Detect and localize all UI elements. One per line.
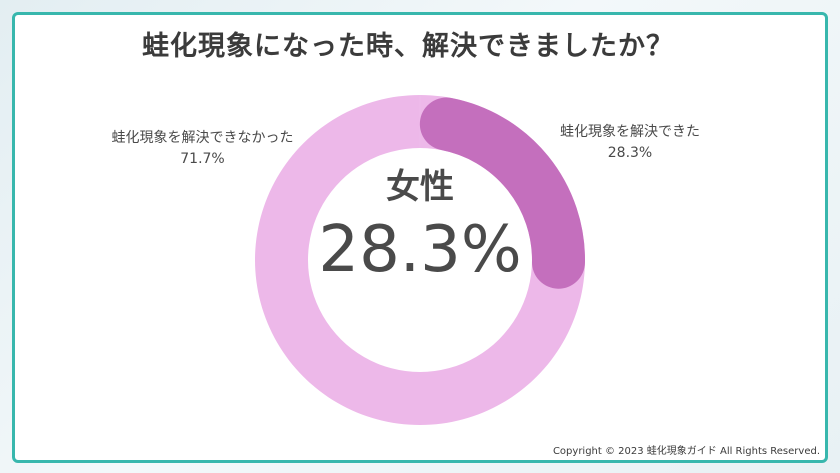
label-unsolved-name: 蛙化現象を解決できなかった — [111, 130, 294, 146]
label-solved: 蛙化現象を解決できた 28.3% — [530, 122, 730, 164]
label-unsolved: 蛙化現象を解決できなかった 71.7% — [85, 128, 320, 170]
center-percent: 28.3% — [318, 213, 522, 287]
slice-solved — [419, 97, 585, 289]
label-solved-value: 28.3% — [607, 145, 653, 161]
label-unsolved-value: 71.7% — [180, 151, 225, 167]
donut-chart — [255, 95, 585, 425]
copyright-text: Copyright © 2023 蛙化現象ガイド All Rights Rese… — [552, 446, 820, 457]
chart-title: 蛙化現象になった時、解決できましたか？ — [142, 31, 674, 62]
center-summary: 女性 28.3% — [305, 165, 535, 291]
label-solved-name: 蛙化現象を解決できた — [560, 124, 700, 140]
center-group-label: 女性 — [386, 167, 454, 207]
